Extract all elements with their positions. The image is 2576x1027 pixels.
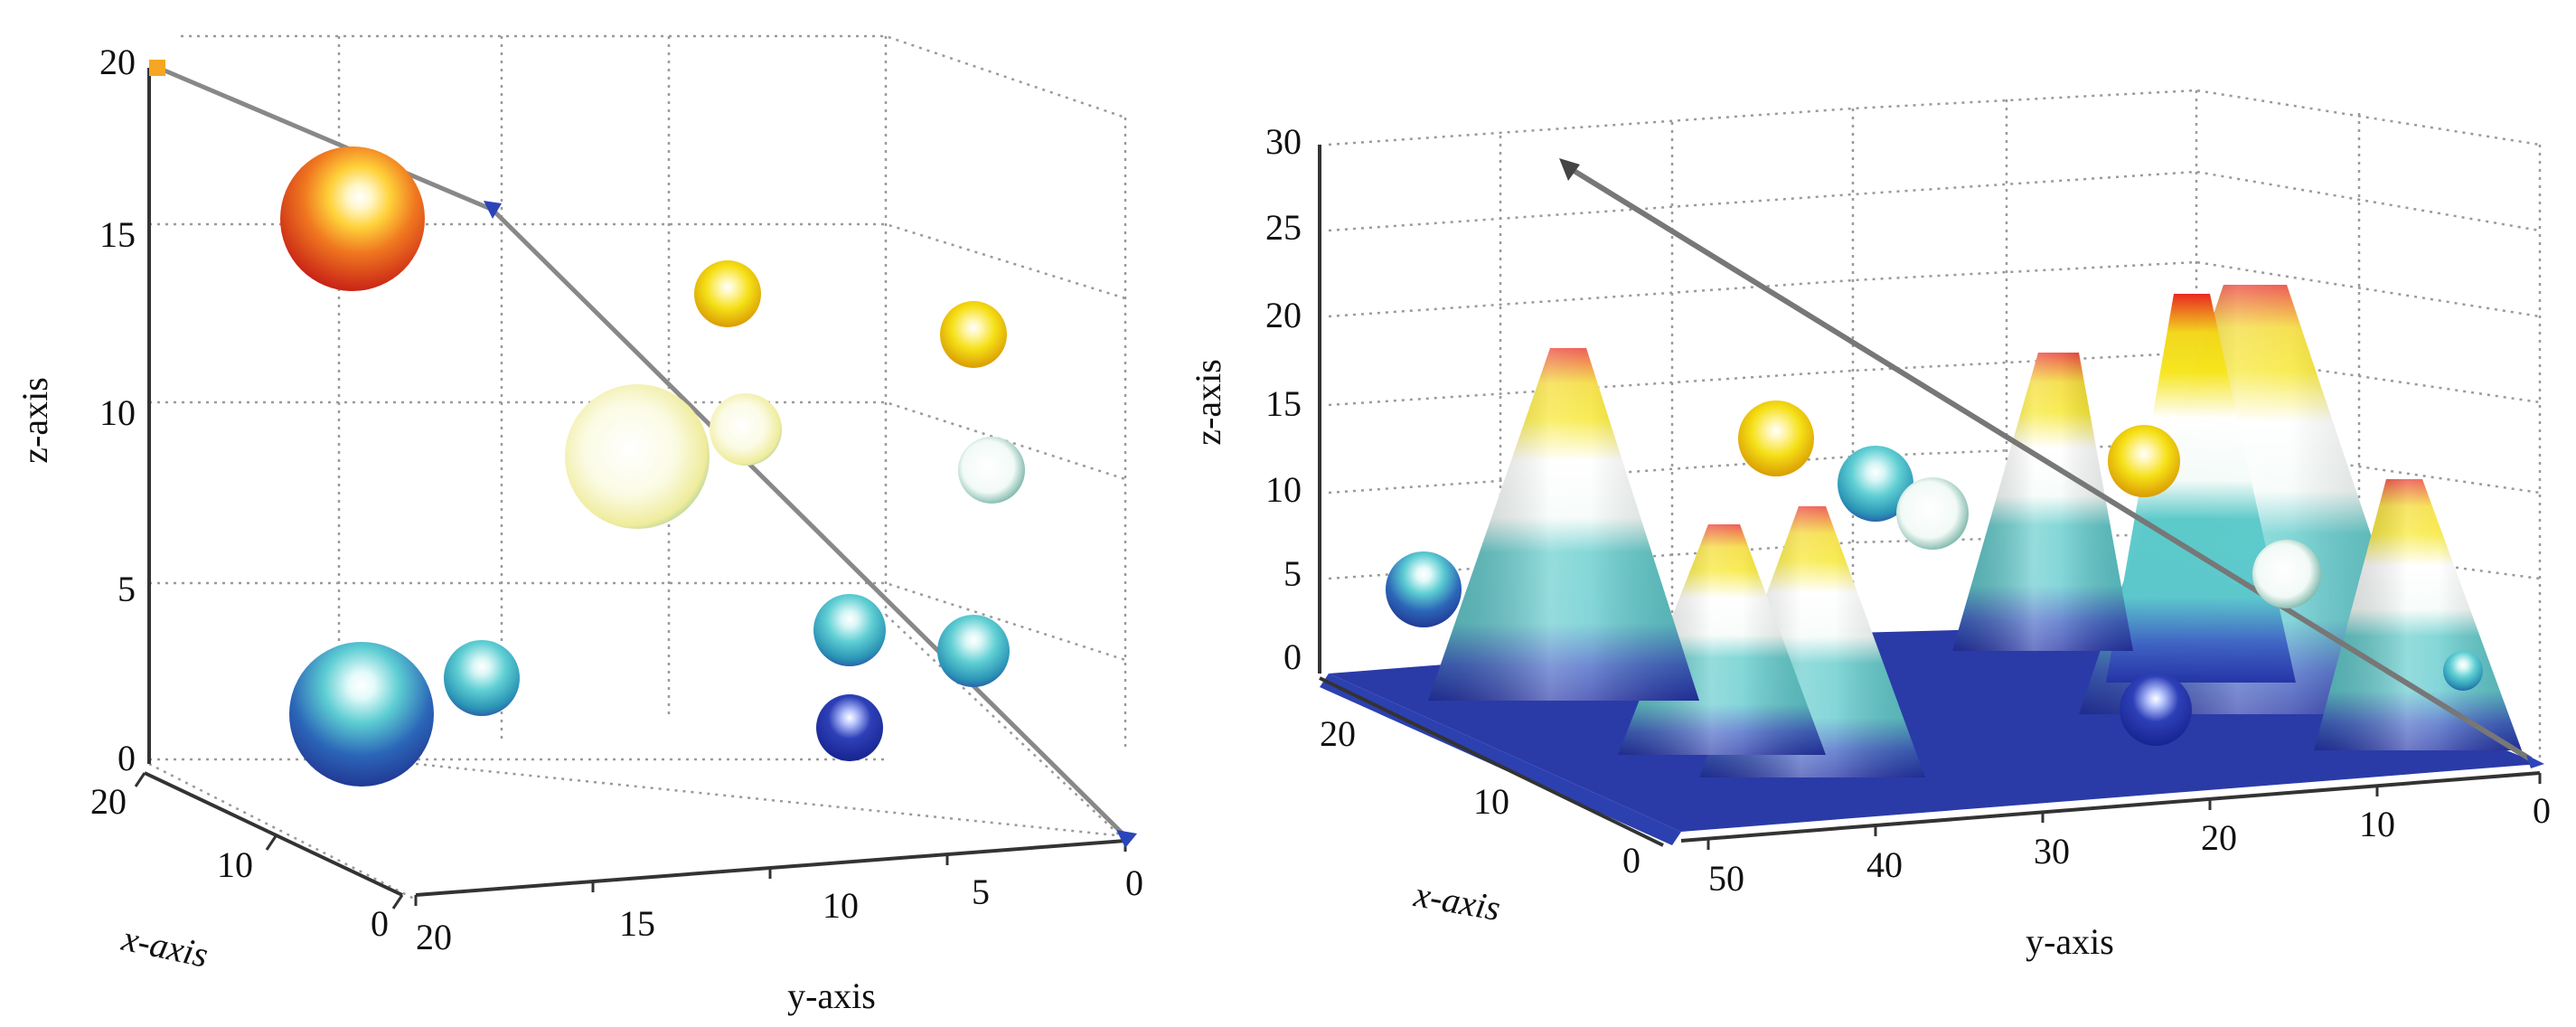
left-x-tick-mark xyxy=(134,772,146,787)
right-z-tick: 15 xyxy=(1265,383,1302,424)
right-x-axis-label: x-axis xyxy=(1410,873,1503,928)
sphere-pale-cyan xyxy=(2252,540,2321,608)
right-z-tick-labels: 30 25 20 15 10 5 0 xyxy=(1265,121,1302,677)
left-x-tick: 10 xyxy=(217,844,253,885)
left-z-tick: 20 xyxy=(99,42,136,82)
left-x-tick-mark xyxy=(265,835,277,851)
left-y-axis-label: y-axis xyxy=(787,975,876,1016)
peak xyxy=(1952,353,2133,651)
left-y-tick: 10 xyxy=(823,885,859,926)
trajectory-start-marker xyxy=(1559,158,1580,181)
right-z-tick: 30 xyxy=(1265,121,1302,162)
left-y-tick: 0 xyxy=(1125,862,1143,903)
right-y-tick: 40 xyxy=(1866,844,1903,885)
sphere-yellow xyxy=(2108,425,2180,497)
right-y-tick: 50 xyxy=(1708,858,1744,899)
trajectory-start-marker xyxy=(149,60,165,76)
right-trajectory xyxy=(1559,158,2544,768)
sphere-blue xyxy=(816,694,883,761)
sphere-yellow xyxy=(940,301,1007,368)
sphere-cyan xyxy=(937,615,1010,687)
right-spheres xyxy=(1386,400,2483,746)
trajectory-end-marker xyxy=(1116,830,1137,848)
sphere-yellow xyxy=(1738,400,1814,476)
sphere-pale-yellow xyxy=(710,393,782,466)
right-axes xyxy=(1318,145,2542,850)
sphere-pale-cyan xyxy=(1896,477,1969,550)
right-y-tick-labels: 50 40 30 20 10 0 xyxy=(1708,790,2551,899)
left-y-tick: 15 xyxy=(619,903,655,944)
left-axes xyxy=(134,68,1127,909)
left-x-tick: 0 xyxy=(371,903,389,944)
sphere-pale-yellow-large xyxy=(565,384,710,529)
right-z-tick: 0 xyxy=(1283,636,1302,677)
right-surface3d-chart: 30 25 20 15 10 5 0 20 10 0 50 40 30 20 1… xyxy=(1188,89,2551,962)
sphere-warm-large xyxy=(280,146,425,291)
left-z-tick: 10 xyxy=(99,392,136,433)
left-x-axis-label: x-axis xyxy=(118,918,212,975)
left-z-tick-labels: 20 15 10 5 0 xyxy=(99,42,136,778)
sphere-yellow xyxy=(694,260,761,327)
left-z-tick: 0 xyxy=(118,738,136,778)
trajectory-mid-marker xyxy=(484,201,502,219)
left-spheres xyxy=(280,146,1025,787)
right-x-tick: 20 xyxy=(1320,713,1356,754)
left-x-tick-mark xyxy=(391,894,404,909)
right-x-tick: 0 xyxy=(1622,840,1641,881)
right-y-tick: 0 xyxy=(2533,790,2551,831)
right-x-tick-labels: 20 10 0 xyxy=(1320,713,1641,881)
right-y-tick: 30 xyxy=(2034,831,2070,872)
right-z-axis-label: z-axis xyxy=(1188,359,1228,446)
sphere-blue xyxy=(2120,674,2192,746)
left-z-tick: 5 xyxy=(118,569,136,609)
left-z-axis-label: z-axis xyxy=(14,377,55,464)
left-grid xyxy=(148,34,1127,901)
right-z-tick: 10 xyxy=(1265,469,1302,510)
trajectory-end-marker xyxy=(2526,755,2544,768)
right-z-tick: 5 xyxy=(1283,553,1302,594)
left-y-tick-labels: 20 15 10 5 0 xyxy=(416,862,1143,957)
peak xyxy=(1428,348,1699,701)
right-x-tick: 10 xyxy=(1473,781,1509,822)
left-y-tick: 5 xyxy=(972,872,990,912)
sphere-cyan xyxy=(444,640,520,716)
sphere-cyan xyxy=(1838,446,1913,522)
right-y-tick: 10 xyxy=(2359,804,2395,844)
left-z-tick: 15 xyxy=(99,214,136,255)
sphere-cyan xyxy=(2443,651,2483,691)
left-x-tick-labels: 20 10 0 xyxy=(90,781,389,944)
right-z-tick: 25 xyxy=(1265,207,1302,248)
sphere-pale-cyan xyxy=(958,437,1025,504)
left-scatter3d-chart: 20 15 10 5 0 20 10 0 20 15 10 5 0 z-axis… xyxy=(14,34,1143,1016)
right-z-tick: 20 xyxy=(1265,295,1302,335)
sphere-cyan-blue xyxy=(1386,551,1462,627)
sphere-cyan-blue-large xyxy=(289,642,434,787)
right-y-axis-label: y-axis xyxy=(2026,921,2114,962)
left-y-tick: 20 xyxy=(416,917,452,957)
left-x-tick: 20 xyxy=(90,781,127,822)
right-y-tick: 20 xyxy=(2201,817,2237,858)
left-trajectory xyxy=(149,60,1137,848)
sphere-cyan xyxy=(813,594,886,666)
